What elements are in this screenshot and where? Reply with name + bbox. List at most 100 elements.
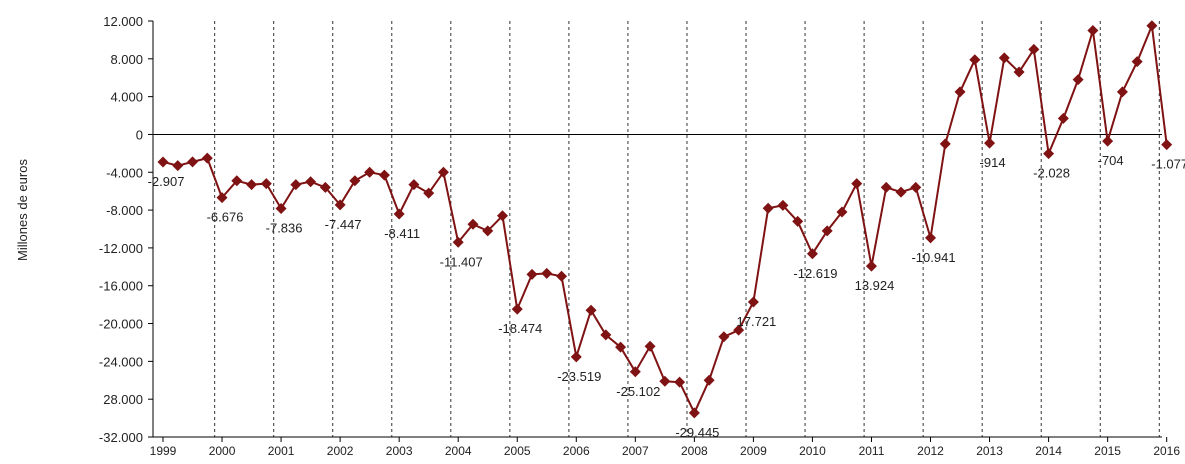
y-tick-label: -4.000 (106, 165, 143, 180)
data-point-marker (423, 187, 435, 199)
data-point-marker (629, 366, 641, 378)
data-point-marker (851, 178, 863, 190)
data-point-marker (467, 218, 479, 230)
data-point-marker (939, 138, 951, 150)
y-tick-label: 28.000 (103, 392, 143, 407)
data-point-marker (1028, 43, 1040, 55)
x-tick-label: 2016 (1153, 444, 1180, 458)
data-point-marker (1102, 135, 1114, 147)
x-tick-label: 2007 (622, 444, 649, 458)
data-point-marker (556, 270, 568, 282)
data-point-marker (954, 86, 966, 98)
y-tick-label: 8.000 (110, 52, 143, 67)
data-point-marker (172, 160, 184, 172)
data-point-marker (762, 202, 774, 214)
data-point-marker (231, 175, 243, 187)
data-label: -18.474 (498, 321, 542, 336)
series-line (162, 24, 1168, 414)
data-label: -12.619 (793, 266, 837, 281)
data-point-marker (378, 169, 390, 181)
data-point-marker (393, 208, 405, 220)
data-point-marker (644, 340, 656, 352)
data-point-marker (1057, 112, 1069, 124)
data-point-marker (1116, 86, 1128, 98)
data-label: -10.941 (911, 250, 955, 265)
data-point-marker (747, 296, 759, 308)
data-point-marker (364, 166, 376, 178)
data-point-marker (895, 186, 907, 198)
data-point-marker (674, 376, 686, 388)
data-point-marker (349, 175, 361, 187)
data-point-marker (511, 303, 523, 315)
x-tick-label: 2005 (504, 444, 531, 458)
data-point-marker (408, 179, 420, 191)
data-point-marker (305, 176, 317, 188)
x-tick-label: 2001 (268, 444, 295, 458)
data-point-marker (1013, 66, 1025, 78)
x-tick-label: 2002 (327, 444, 354, 458)
data-label: -704 (1098, 153, 1124, 168)
data-point-marker (541, 267, 553, 279)
data-point-marker (1131, 56, 1143, 68)
data-point-marker (246, 179, 258, 191)
data-label: -7.447 (325, 217, 362, 232)
data-point-marker (452, 236, 464, 248)
data-label: -7.836 (266, 221, 303, 236)
data-point-marker (836, 206, 848, 218)
x-tick-label: 2006 (563, 444, 590, 458)
y-tick-label: -16.000 (99, 279, 143, 294)
data-point-marker (1146, 20, 1158, 32)
data-point-marker (437, 166, 449, 178)
x-tick-label: 2009 (740, 444, 767, 458)
data-point-marker (733, 324, 745, 336)
x-tick-label: 2000 (209, 444, 236, 458)
x-tick-label: 2015 (1094, 444, 1121, 458)
data-point-marker (615, 341, 627, 353)
data-point-marker (910, 181, 922, 193)
data-label: -914 (980, 155, 1006, 170)
x-tick-label: 2004 (445, 444, 472, 458)
data-label: -25.102 (616, 384, 660, 399)
data-label: -2.028 (1033, 166, 1070, 181)
data-point-marker (526, 268, 538, 280)
data-point-marker (688, 407, 700, 419)
x-tick-label: 2012 (917, 444, 944, 458)
data-point-marker (334, 199, 346, 211)
data-point-marker (1087, 24, 1099, 36)
data-point-marker (260, 178, 272, 190)
data-label: -11.407 (440, 254, 483, 269)
x-tick-label: 2008 (681, 444, 708, 458)
y-axis-label: Millones de euros (15, 159, 30, 261)
data-point-marker (969, 54, 981, 66)
data-point-marker (319, 181, 331, 193)
data-point-marker (1072, 74, 1084, 86)
data-point-marker (275, 203, 287, 215)
data-point-marker (925, 232, 937, 244)
y-tick-label: -8.000 (106, 203, 143, 218)
data-point-marker (290, 179, 302, 191)
data-point-marker (984, 137, 996, 149)
data-label: 17.721 (737, 314, 777, 329)
data-label: -29.445 (675, 425, 719, 440)
y-tick-label: 4.000 (110, 90, 143, 105)
data-point-marker (600, 329, 612, 341)
data-point-marker (496, 210, 508, 222)
x-tick-label: 1999 (150, 444, 177, 458)
x-tick-label: 2014 (1035, 444, 1062, 458)
data-point-marker (157, 156, 169, 168)
data-point-marker (585, 304, 597, 316)
y-tick-label: -32.000 (99, 430, 143, 445)
data-label: -6.676 (207, 210, 244, 225)
y-tick-label: -12.000 (99, 241, 143, 256)
data-label: -8.411 (384, 226, 420, 241)
y-tick-label: 0 (136, 127, 143, 142)
data-point-marker (1161, 139, 1173, 151)
y-tick-label: -20.000 (99, 317, 143, 332)
data-label: 13.924 (855, 278, 895, 293)
data-point-marker (865, 260, 877, 272)
data-point-marker (777, 199, 789, 211)
data-point-marker (201, 152, 213, 164)
data-point-marker (482, 225, 494, 237)
